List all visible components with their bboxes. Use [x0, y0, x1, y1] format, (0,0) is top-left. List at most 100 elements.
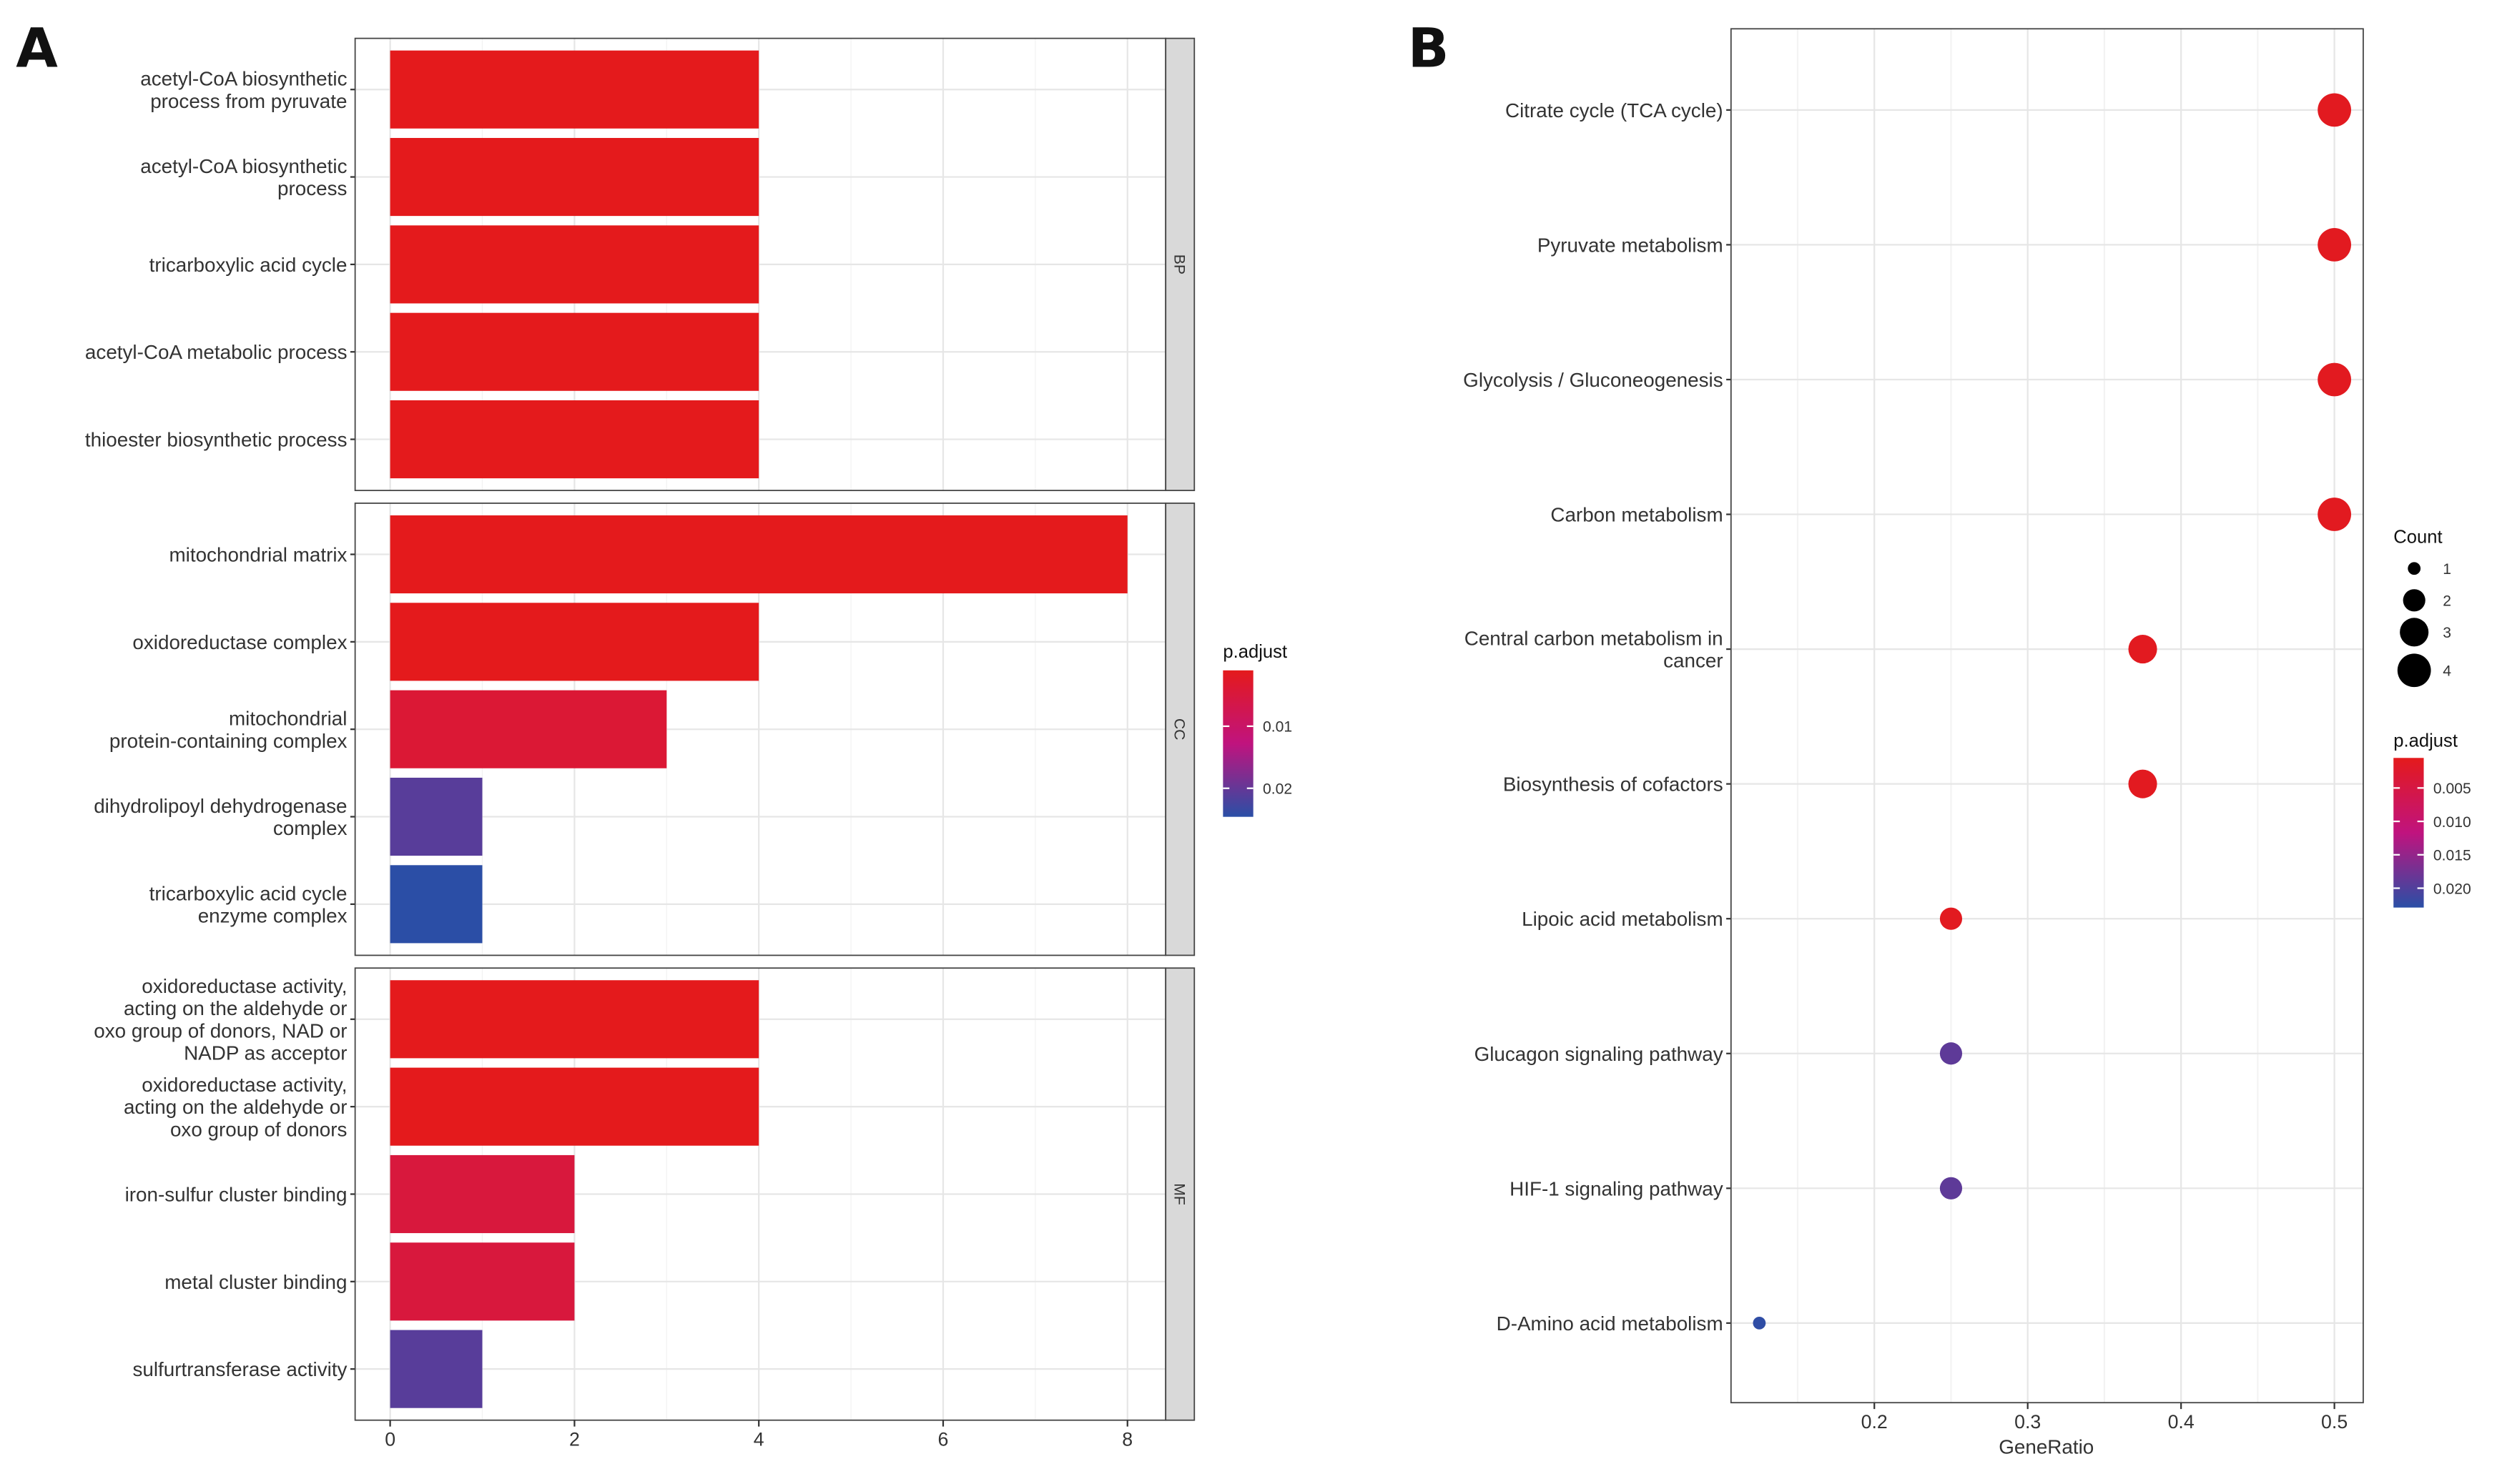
data-point — [1753, 1316, 1766, 1330]
label-line: acetyl-CoA biosynthetic — [140, 68, 347, 90]
bar — [390, 1067, 759, 1146]
label-line: HIF-1 signaling pathway — [1509, 1177, 1723, 1199]
pathway-label: HIF-1 signaling pathway — [1509, 1177, 1723, 1199]
label-line: iron-sulfur cluster binding — [125, 1184, 348, 1206]
bar — [390, 1330, 483, 1408]
bar-label: acetyl-CoA biosynthetic process from pyru… — [140, 68, 347, 112]
legend-tick-label: 0.01 — [1263, 719, 1292, 736]
label-line: oxo group of donors — [170, 1118, 348, 1140]
size-legend-dot — [2400, 618, 2429, 647]
bar — [390, 1242, 575, 1321]
color-bar — [2393, 758, 2424, 908]
x-tick-label: 0.4 — [2168, 1411, 2195, 1433]
label-line: oxidoreductase activity, — [142, 1074, 347, 1096]
size-legend-label: 2 — [2443, 593, 2451, 610]
facet-strip — [1165, 503, 1196, 956]
label-line: oxidoreductase activity, — [142, 975, 347, 997]
panel-label-a: A — [16, 17, 58, 80]
bar-label: acetyl-CoA metabolic process — [85, 341, 348, 363]
label-line: process from pyruvate — [150, 90, 347, 112]
label-line: acting on the aldehyde or — [124, 997, 348, 1019]
bar-label: tricarboxylic acid cycle — [149, 254, 348, 276]
size-legend-dot — [2397, 653, 2431, 688]
size-legend-label: 4 — [2443, 663, 2451, 680]
label-line: metal cluster binding — [164, 1271, 347, 1293]
pathway-label: Lipoic acid metabolism — [1522, 908, 1723, 930]
bar-label: tricarboxylic acid cycle enzyme complex — [149, 882, 348, 926]
bar-label: metal cluster binding — [164, 1271, 347, 1293]
facet-strip-label: BP — [1171, 254, 1187, 274]
label-line: Carbon metabolism — [1550, 504, 1723, 526]
facet-strip-label: CC — [1171, 718, 1187, 741]
label-line: dihydrolipoyl dehydrogenase — [94, 795, 347, 817]
plot-background — [1730, 29, 2363, 1403]
bar — [390, 515, 1128, 594]
label-line: process — [277, 177, 347, 199]
bar — [390, 865, 483, 944]
x-tick-label: 0.3 — [2014, 1411, 2041, 1433]
bar — [390, 980, 759, 1059]
bar — [390, 400, 759, 479]
label-line: complex — [273, 817, 348, 839]
x-tick-label: 8 — [1122, 1428, 1133, 1450]
pathway-label: D-Amino acid metabolism — [1497, 1312, 1723, 1335]
label-line: thioester biosynthetic process — [85, 429, 348, 451]
label-line: Biosynthesis of cofactors — [1503, 773, 1723, 796]
label-line: sulfurtransferase activity — [132, 1358, 347, 1380]
label-line: Glycolysis / Gluconeogenesis — [1463, 369, 1723, 391]
x-tick-label: 0.2 — [1861, 1411, 1888, 1433]
label-line: NADP as acceptor — [184, 1042, 347, 1064]
facet-strip — [1165, 37, 1196, 492]
pathway-label: Biosynthesis of cofactors — [1503, 773, 1723, 796]
bar-label: oxidoreductase activity, acting on the al… — [124, 1074, 348, 1140]
pathway-label: Carbon metabolism — [1550, 504, 1723, 526]
data-point — [2128, 635, 2157, 664]
bar-label: acetyl-CoA biosynthetic process — [140, 155, 347, 199]
data-point — [1939, 1042, 1963, 1065]
bar-label: mitochondrial protein-containing complex — [109, 708, 348, 752]
size-legend-dot — [2408, 562, 2421, 575]
data-point — [2318, 228, 2352, 262]
label-line: acetyl-CoA metabolic process — [85, 341, 348, 363]
panel-label-b: B — [1408, 17, 1449, 80]
label-line: cancer — [1663, 650, 1723, 672]
bar — [390, 137, 759, 217]
bar-label: oxidoreductase activity, acting on the al… — [94, 975, 347, 1064]
legend-tick-label: 0.010 — [2433, 814, 2471, 831]
bar — [390, 690, 667, 768]
bar-label: sulfurtransferase activity — [132, 1358, 347, 1380]
data-point — [2318, 498, 2352, 531]
label-line: Pyruvate metabolism — [1537, 234, 1723, 256]
size-legend-dot — [2403, 589, 2425, 612]
size-legend-title: Count — [2393, 528, 2442, 548]
label-line: D-Amino acid metabolism — [1497, 1312, 1723, 1335]
size-legend-label: 3 — [2443, 625, 2451, 641]
panel-a-bar-chart: acetyl-CoA biosynthetic process from pyru… — [85, 37, 1292, 1450]
bar — [390, 603, 759, 681]
facet-cc: mitochondrial matrix oxidoreductase compl… — [94, 503, 1196, 956]
x-tick-label: 2 — [569, 1428, 580, 1450]
label-line: enzyme complex — [198, 904, 348, 926]
label-line: acetyl-CoA biosynthetic — [140, 155, 347, 177]
data-point — [2318, 362, 2352, 397]
bar-label: oxidoreductase complex — [132, 631, 347, 653]
bar — [390, 312, 759, 391]
facet-strip — [1165, 967, 1196, 1421]
pathway-label: Pyruvate metabolism — [1537, 234, 1723, 256]
label-line: acting on the aldehyde or — [124, 1096, 348, 1118]
x-tick-label: 6 — [938, 1428, 949, 1450]
x-axis-title: GeneRatio — [1999, 1435, 2094, 1458]
legend-tick-label: 0.020 — [2433, 881, 2471, 897]
legend-tick-label: 0.02 — [1263, 781, 1292, 798]
label-line: mitochondrial matrix — [169, 544, 347, 566]
pathway-label: Glycolysis / Gluconeogenesis — [1463, 369, 1723, 391]
label-line: oxidoreductase complex — [132, 631, 347, 653]
data-point — [1939, 1177, 1963, 1199]
label-line: Citrate cycle (TCA cycle) — [1505, 99, 1723, 122]
bar — [390, 225, 759, 304]
legend-title: p.adjust — [1223, 642, 1287, 662]
panel-b-dot-plot: Citrate cycle (TCA cycle) Pyruvate metabo… — [1463, 28, 2471, 1458]
legend-tick-label: 0.005 — [2433, 781, 2471, 797]
label-line: mitochondrial — [229, 708, 348, 730]
